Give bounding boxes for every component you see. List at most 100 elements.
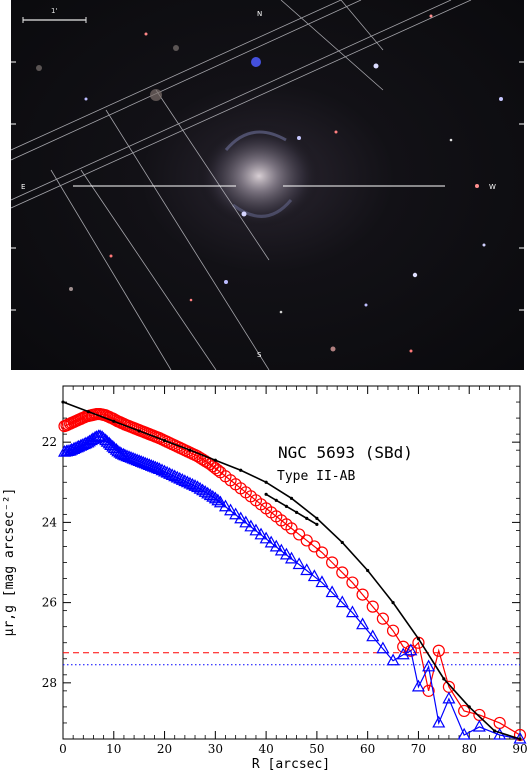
slit-line <box>10 0 452 201</box>
data-point <box>335 595 349 608</box>
data-point <box>188 479 202 491</box>
star <box>297 136 301 140</box>
data-point <box>213 495 227 508</box>
x-tick-label: 20 <box>157 742 172 756</box>
data-point <box>152 462 166 475</box>
data-point <box>366 568 370 573</box>
compass-west: W <box>489 183 496 191</box>
slit-line <box>155 89 270 261</box>
data-point <box>198 485 212 497</box>
data-point <box>137 429 141 433</box>
star <box>251 57 261 67</box>
data-point <box>315 516 319 520</box>
data-point <box>366 600 379 613</box>
data-point <box>315 575 329 588</box>
data-point <box>229 507 243 520</box>
data-point <box>254 527 268 540</box>
galaxy-image-svg: 1' N S E W <box>10 0 524 371</box>
star <box>84 97 88 101</box>
star <box>449 138 453 142</box>
x-tick-label: 60 <box>360 742 375 756</box>
data-point <box>175 473 189 485</box>
data-point <box>208 491 222 504</box>
y-tick-label: 28 <box>42 676 57 690</box>
data-point <box>422 659 436 672</box>
data-point <box>264 535 278 548</box>
data-point <box>340 540 344 545</box>
slit-line <box>80 169 217 371</box>
data-point <box>203 488 217 501</box>
y-tick-label: 24 <box>42 515 58 529</box>
data-point <box>211 464 224 477</box>
data-point <box>397 640 410 653</box>
star <box>330 346 336 352</box>
data-point <box>173 471 187 484</box>
star <box>475 184 479 188</box>
slit-line <box>105 109 270 371</box>
data-point <box>244 519 258 532</box>
star <box>409 349 413 353</box>
spiral-arm <box>232 199 293 218</box>
star <box>412 272 418 278</box>
star <box>109 254 113 258</box>
slit-line <box>340 0 384 51</box>
data-point <box>162 438 167 443</box>
x-tick-label: 50 <box>309 742 324 756</box>
star <box>150 89 162 101</box>
slit-line <box>10 0 472 209</box>
data-point <box>284 551 299 564</box>
data-point <box>416 637 421 641</box>
data-point <box>442 677 446 681</box>
data-point <box>315 546 329 559</box>
data-point <box>274 543 288 556</box>
data-point <box>386 653 400 666</box>
y-tick-label: 22 <box>42 435 57 449</box>
data-point <box>193 481 207 494</box>
data-point <box>211 493 225 506</box>
data-point <box>185 477 199 490</box>
surface-brightness-plot: 0 10 20 30 40 50 60 70 80 90 22 24 26 28 NGC 5693 (SB… <box>0 376 528 772</box>
data-point <box>432 715 446 728</box>
data-point <box>345 605 359 618</box>
data-point <box>264 480 268 484</box>
compass-north: N <box>257 10 262 18</box>
galaxy-image: 1' N S E W <box>10 0 524 371</box>
data-point <box>206 489 220 502</box>
data-point <box>294 510 299 514</box>
data-point <box>279 547 293 560</box>
data-point <box>404 643 418 656</box>
slit-line <box>10 0 342 151</box>
data-point <box>518 737 522 741</box>
data-point <box>224 503 238 516</box>
star <box>499 97 503 101</box>
data-point <box>366 629 380 642</box>
data-point <box>458 704 471 718</box>
data-point <box>308 540 321 553</box>
data-point <box>188 448 192 452</box>
data-point <box>191 480 205 493</box>
data-point <box>264 492 268 496</box>
data-point <box>292 557 306 570</box>
x-tick-label: 90 <box>512 742 527 756</box>
data-point <box>289 496 294 500</box>
chart-svg: 0 10 20 30 40 50 60 70 80 90 22 24 26 28 NGC 5693 (SB… <box>2 385 528 772</box>
data-point <box>432 644 445 657</box>
data-point <box>249 523 263 536</box>
slit-line <box>280 0 384 91</box>
data-point <box>346 576 359 589</box>
star <box>373 63 379 69</box>
star <box>224 280 228 284</box>
data-point <box>114 446 128 459</box>
series-line <box>265 493 318 526</box>
y-axis-label: μr,g [mag arcsec⁻²] <box>2 488 17 637</box>
data-series <box>58 429 527 744</box>
chart-subtitle: Type II-AB <box>277 469 355 484</box>
data-point <box>493 729 497 733</box>
slit-line <box>50 169 172 371</box>
x-tick-label: 0 <box>59 742 67 756</box>
star <box>189 298 193 302</box>
data-point <box>457 727 471 740</box>
data-point <box>259 531 273 544</box>
data-point <box>356 588 369 601</box>
data-point <box>336 566 349 579</box>
